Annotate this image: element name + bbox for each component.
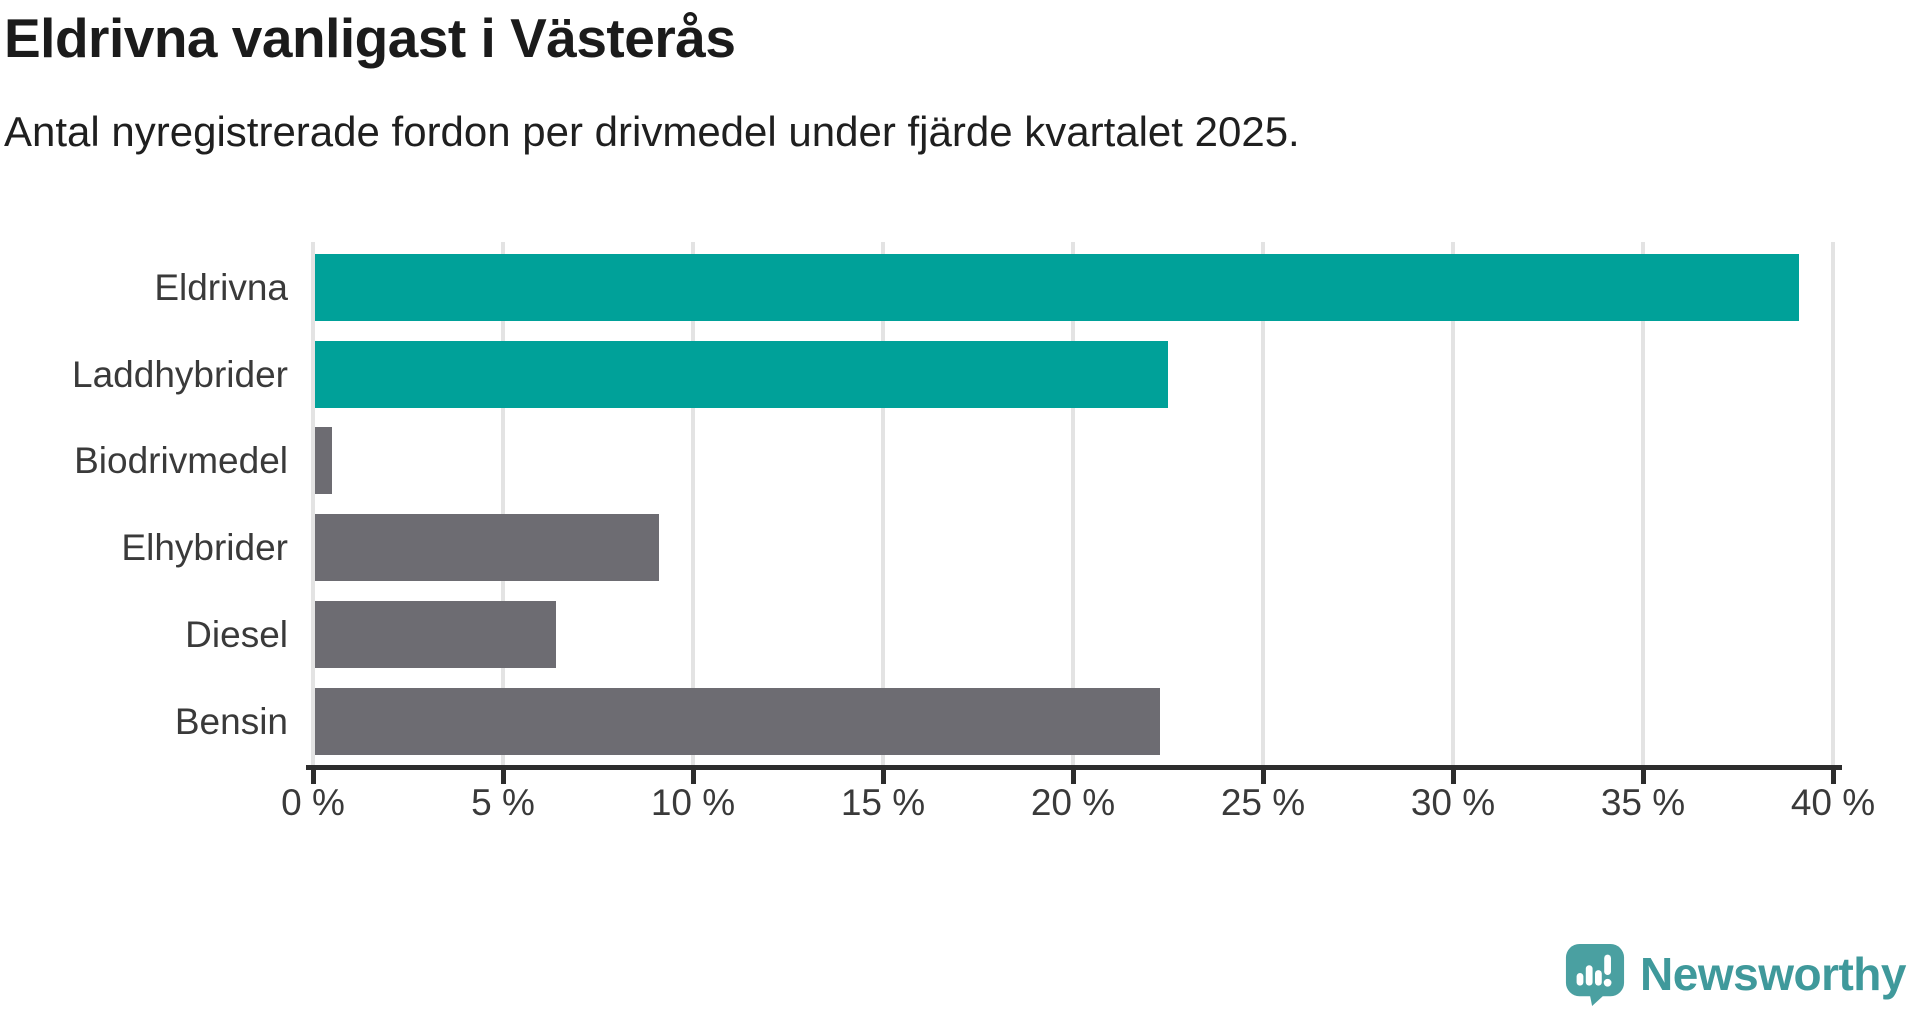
gridline-20: [1071, 242, 1075, 765]
x-axis-tick-label-0: 0 %: [281, 782, 345, 823]
gridline-15: [881, 242, 885, 765]
bar-laddhybrider: [315, 340, 1168, 408]
x-axis-tick-label-35: 35 %: [1600, 782, 1686, 823]
x-axis-tick-20: [1071, 770, 1076, 784]
bar-elhybrider: [315, 514, 659, 582]
x-axis-tick-15: [881, 770, 886, 784]
category-label-elhybrider: Elhybrider: [121, 527, 288, 569]
x-axis-tick-label-15: 15 %: [840, 782, 926, 823]
x-axis-tick-label-10: 10 %: [650, 782, 736, 823]
category-label-bensin: Bensin: [174, 700, 288, 742]
x-axis-tick-label-30: 30 %: [1410, 782, 1496, 823]
x-axis-tick-30: [1451, 770, 1456, 784]
category-label-eldrivna: Eldrivna: [154, 267, 288, 308]
bar-eldrivna: [315, 254, 1799, 321]
x-axis-line: [306, 765, 1842, 770]
x-axis-tick-40: [1831, 770, 1836, 784]
bar-diesel: [315, 600, 557, 668]
category-label-diesel: Diesel: [185, 613, 288, 655]
gridline-10: [691, 242, 695, 765]
newsworthy-wordmark: Newsworthy: [1640, 948, 1906, 1000]
x-axis-tick-5: [501, 770, 506, 784]
chart-subtitle: Antal nyregistrerade fordon per drivmede…: [4, 108, 1300, 155]
gridline-25: [1261, 242, 1265, 765]
newsworthy-logo-icon: [1564, 942, 1626, 1006]
x-axis-tick-label-20: 20 %: [1030, 782, 1116, 823]
gridline-5: [501, 242, 505, 765]
x-axis-tick-label-25: 25 %: [1220, 782, 1306, 823]
x-axis-tick-0: [311, 770, 316, 784]
gridline-0: [311, 242, 315, 765]
gridline-40: [1831, 242, 1835, 765]
x-axis-tick-35: [1641, 770, 1646, 784]
bar-biodrivmedel: [315, 427, 332, 495]
chart-title: Eldrivna vanligast i Västerås: [4, 7, 736, 69]
x-axis-tick-label-40: 40 %: [1790, 782, 1876, 823]
gridline-30: [1451, 242, 1455, 765]
x-axis-tick-label-5: 5 %: [471, 782, 535, 823]
category-label-laddhybrider: Laddhybrider: [72, 353, 288, 395]
newsworthy-brand: Newsworthy: [1564, 942, 1906, 1006]
bar-bensin: [315, 687, 1161, 755]
gridline-35: [1641, 242, 1645, 765]
category-label-biodrivmedel: Biodrivmedel: [74, 440, 288, 482]
x-axis-tick-25: [1261, 770, 1266, 784]
x-axis-tick-10: [691, 770, 696, 784]
